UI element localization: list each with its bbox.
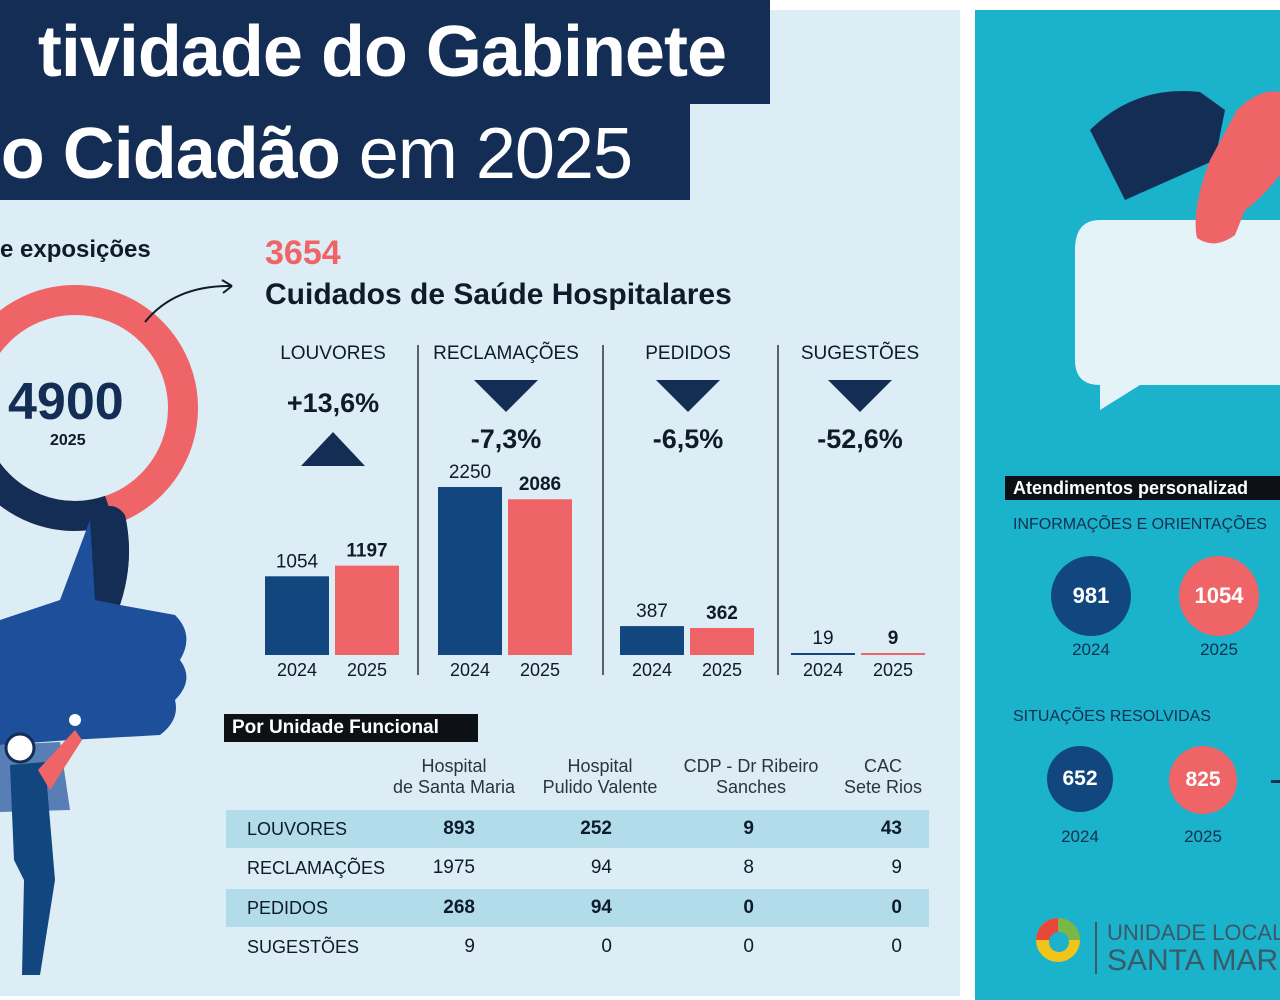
table-cell: 9: [464, 936, 475, 957]
data-label: 387: [636, 601, 668, 622]
x-tick-label: 2025: [520, 660, 560, 680]
bar-reclamações-2024: [438, 487, 502, 655]
connector-arrow: [144, 279, 233, 323]
info-2024-circle: 981: [1051, 556, 1131, 636]
arrow-down-icon: [474, 380, 538, 412]
bar-pedidos-2025: [690, 627, 754, 655]
arrow-up-icon: [301, 432, 365, 466]
resolved-2025-circle: 825: [1169, 746, 1237, 814]
table-header-pulido-valente: Hospital Pulido Valente: [542, 756, 658, 797]
speech-bubble-icon: [1075, 220, 1280, 410]
table-title: Por Unidade Funcional: [224, 714, 478, 742]
row-label: SUGESTÕES: [247, 937, 360, 957]
x-tick-label: 2024: [450, 660, 490, 680]
x-tick-label: 2025: [347, 660, 387, 680]
info-2024-year: 2024: [1072, 640, 1110, 659]
exposicoes-label: e exposições: [0, 236, 151, 263]
change-label: -7,3%: [470, 424, 542, 454]
table-header-santa-maria: Hospital de Santa Maria: [392, 756, 516, 797]
table-cell: 43: [880, 818, 902, 839]
table-cell: 94: [590, 857, 612, 878]
table-cell: 0: [601, 936, 612, 957]
data-label: 1197: [346, 541, 387, 562]
logo-text-line-2: SANTA MARIA: [1107, 944, 1280, 977]
bar-louvores-2025: [335, 565, 399, 655]
dash-mark: [1271, 780, 1280, 783]
data-label: 9: [888, 628, 899, 649]
bar-sugestões-2024: [791, 653, 855, 655]
speech-bubble-illustration: [1075, 91, 1280, 410]
right-panel: Atendimentos personalizad INFORMAÇÕES E …: [975, 10, 1280, 1000]
table-cell: 1975: [432, 857, 475, 878]
hospital-label: Cuidados de Saúde Hospitalares: [265, 278, 732, 311]
total-exposicoes: 4900: [8, 373, 124, 431]
x-tick-label: 2024: [277, 660, 317, 680]
category-label: RECLAMAÇÕES: [433, 343, 579, 364]
table-cell: 0: [891, 897, 902, 918]
x-tick-label: 2025: [873, 660, 913, 680]
data-label: 2086: [519, 474, 561, 495]
table-header-cac: CAC Sete Rios: [843, 756, 923, 797]
table-cell: 94: [590, 897, 612, 918]
info-2025-circle: 1054: [1179, 556, 1259, 636]
table-cell: 893: [443, 818, 475, 839]
table-cell: 9: [743, 818, 754, 839]
arrow-down-icon: [828, 380, 892, 412]
info-2025-year: 2025: [1200, 640, 1238, 659]
hand-icon: [1090, 91, 1225, 200]
bar-pedidos-2024: [620, 626, 684, 655]
data-label: 19: [812, 628, 833, 649]
row-label: PEDIDOS: [247, 898, 329, 918]
title-line-2: o Cidadão em 2025: [0, 114, 633, 194]
category-label: SUGESTÕES: [800, 343, 920, 364]
table-cell: 0: [891, 936, 902, 957]
thumbs-up-illustration: [0, 285, 198, 975]
total-year: 2025: [50, 432, 86, 449]
info-label: INFORMAÇÕES E ORIENTAÇÕES: [1013, 516, 1267, 533]
title-banner-line-1: tividade do Gabinete: [0, 0, 770, 104]
table-row-bg: [226, 810, 929, 848]
resolved-label: SITUAÇÕES RESOLVIDAS: [1013, 708, 1211, 725]
x-tick-label: 2025: [702, 660, 742, 680]
table-row-bg: [226, 889, 929, 927]
table-cell: 8: [743, 857, 754, 878]
category-label: LOUVORES: [280, 343, 386, 364]
logo-divider: [1095, 922, 1097, 974]
bar-sugestões-2025: [861, 653, 925, 655]
table-cell: 252: [580, 818, 612, 839]
change-label: +13,6%: [286, 388, 380, 418]
x-tick-label: 2024: [803, 660, 843, 680]
resolved-2025-year: 2025: [1184, 827, 1222, 846]
resolved-2024-circle: 652: [1047, 746, 1113, 812]
data-label: 362: [706, 603, 738, 624]
bar-reclamações-2025: [508, 499, 572, 655]
table-cell: 0: [743, 936, 754, 957]
hospital-total: 3654: [265, 234, 341, 272]
bar-louvores-2024: [265, 576, 329, 655]
table-cell: 9: [891, 857, 902, 878]
data-label: 1054: [276, 551, 319, 572]
table-cell: 0: [743, 897, 754, 918]
row-label: RECLAMAÇÕES: [247, 858, 386, 878]
change-label: -6,5%: [652, 424, 724, 454]
logo-icon: [1036, 918, 1080, 962]
data-label: 2250: [449, 462, 491, 483]
resolved-2024-year: 2024: [1061, 827, 1099, 846]
arrow-down-icon: [656, 380, 720, 412]
title-banner-line-2: o Cidadão em 2025: [0, 104, 690, 200]
change-label: -52,6%: [817, 424, 903, 454]
x-tick-label: 2024: [632, 660, 672, 680]
atendimentos-title: Atendimentos personalizad: [1005, 476, 1280, 500]
row-label: LOUVORES: [247, 819, 348, 839]
table-cell: 268: [443, 897, 475, 918]
category-label: PEDIDOS: [645, 343, 731, 364]
title-line-1: tividade do Gabinete: [37, 12, 727, 92]
logo-text-line-1: UNIDADE LOCAL DE: [1107, 920, 1280, 945]
table-header-cdp: CDP - Dr Ribeiro Sanches: [683, 756, 819, 797]
bar-chart: 1054 2024 1197 2025 2250 2024 2086 2025 387 2024 3…: [265, 345, 925, 680]
